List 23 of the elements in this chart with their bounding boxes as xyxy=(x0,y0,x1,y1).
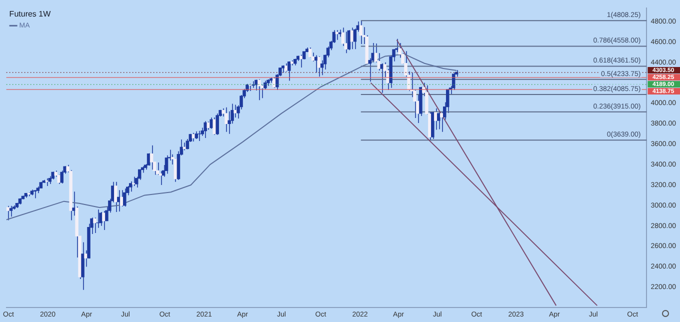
chart-title: Futures 1W xyxy=(9,9,52,18)
candlestick xyxy=(132,176,136,186)
candlestick xyxy=(174,158,178,182)
candlestick xyxy=(317,56,321,78)
candlestick xyxy=(128,181,132,192)
candlestick xyxy=(380,62,384,94)
candlestick xyxy=(114,182,118,212)
candlestick xyxy=(72,191,76,216)
candlestick xyxy=(164,154,168,174)
candlestick xyxy=(99,212,102,226)
candlestick xyxy=(81,242,84,290)
candlestick xyxy=(359,20,363,44)
candlestick xyxy=(347,30,351,50)
candlestick xyxy=(258,78,261,101)
candlestick xyxy=(6,206,10,221)
candlestick xyxy=(224,106,228,132)
candlestick xyxy=(123,188,126,207)
candlestick xyxy=(216,113,219,136)
candlestick xyxy=(234,104,237,118)
candlestick xyxy=(9,206,13,218)
candlestick xyxy=(102,210,106,230)
candlestick xyxy=(344,31,348,54)
candlestick xyxy=(437,112,440,130)
